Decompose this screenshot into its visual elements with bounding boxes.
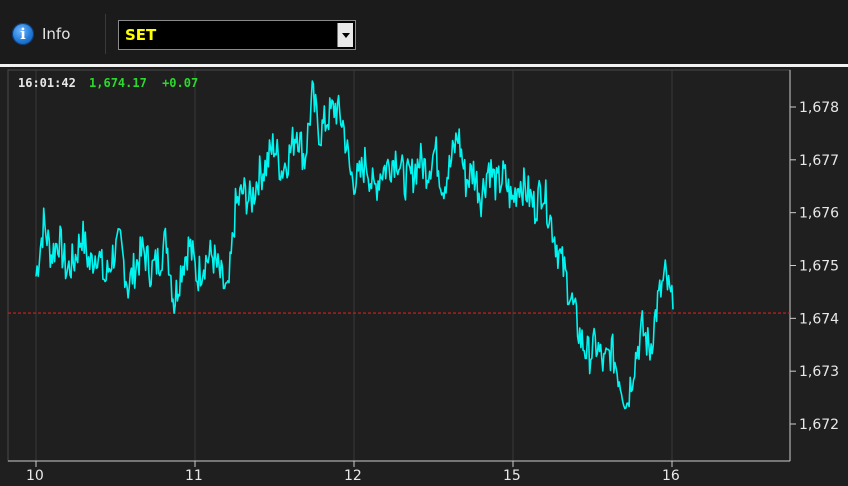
- x-tick-label: 12: [344, 468, 362, 484]
- info-label: Info: [42, 25, 71, 43]
- toolbar-separator: [105, 14, 106, 54]
- toolbar-divider: [0, 64, 848, 67]
- y-tick-label: 1,678: [799, 100, 839, 116]
- chevron-down-icon[interactable]: [337, 23, 353, 47]
- y-tick-label: 1,675: [799, 259, 839, 275]
- plot-area: [7, 69, 791, 462]
- change-label: +0.07: [162, 76, 199, 90]
- price-line-series: [35, 80, 674, 410]
- price-chart[interactable]: 10 11 12 15 16 1,678 1,677 1,676 1,675 1,674 1,673…: [0, 67, 848, 486]
- symbol-value: SET: [125, 26, 157, 44]
- chart-header: 16:01:42 1,674.17 +0.07: [18, 76, 198, 90]
- symbol-dropdown[interactable]: SET: [118, 20, 356, 50]
- x-tick-label: 16: [662, 468, 680, 484]
- y-tick-label: 1,677: [799, 153, 839, 169]
- y-tick-label: 1,674: [799, 311, 839, 327]
- y-tick-label: 1,676: [799, 206, 839, 222]
- y-tick-label: 1,673: [799, 364, 839, 380]
- x-tick-label: 10: [26, 468, 44, 484]
- x-tick-label: 15: [503, 468, 521, 484]
- x-tick-label: 11: [185, 468, 203, 484]
- toolbar: i Info SET: [0, 0, 848, 64]
- chart-svg: 10 11 12 15 16 1,678 1,677 1,676 1,675 1,674 1,673…: [7, 69, 839, 484]
- price-label: 1,674.17: [89, 76, 147, 90]
- time-label: 16:01:42: [18, 76, 76, 90]
- info-icon: i: [12, 23, 34, 45]
- y-tick-label: 1,672: [799, 417, 839, 433]
- info-button[interactable]: i Info: [12, 20, 70, 48]
